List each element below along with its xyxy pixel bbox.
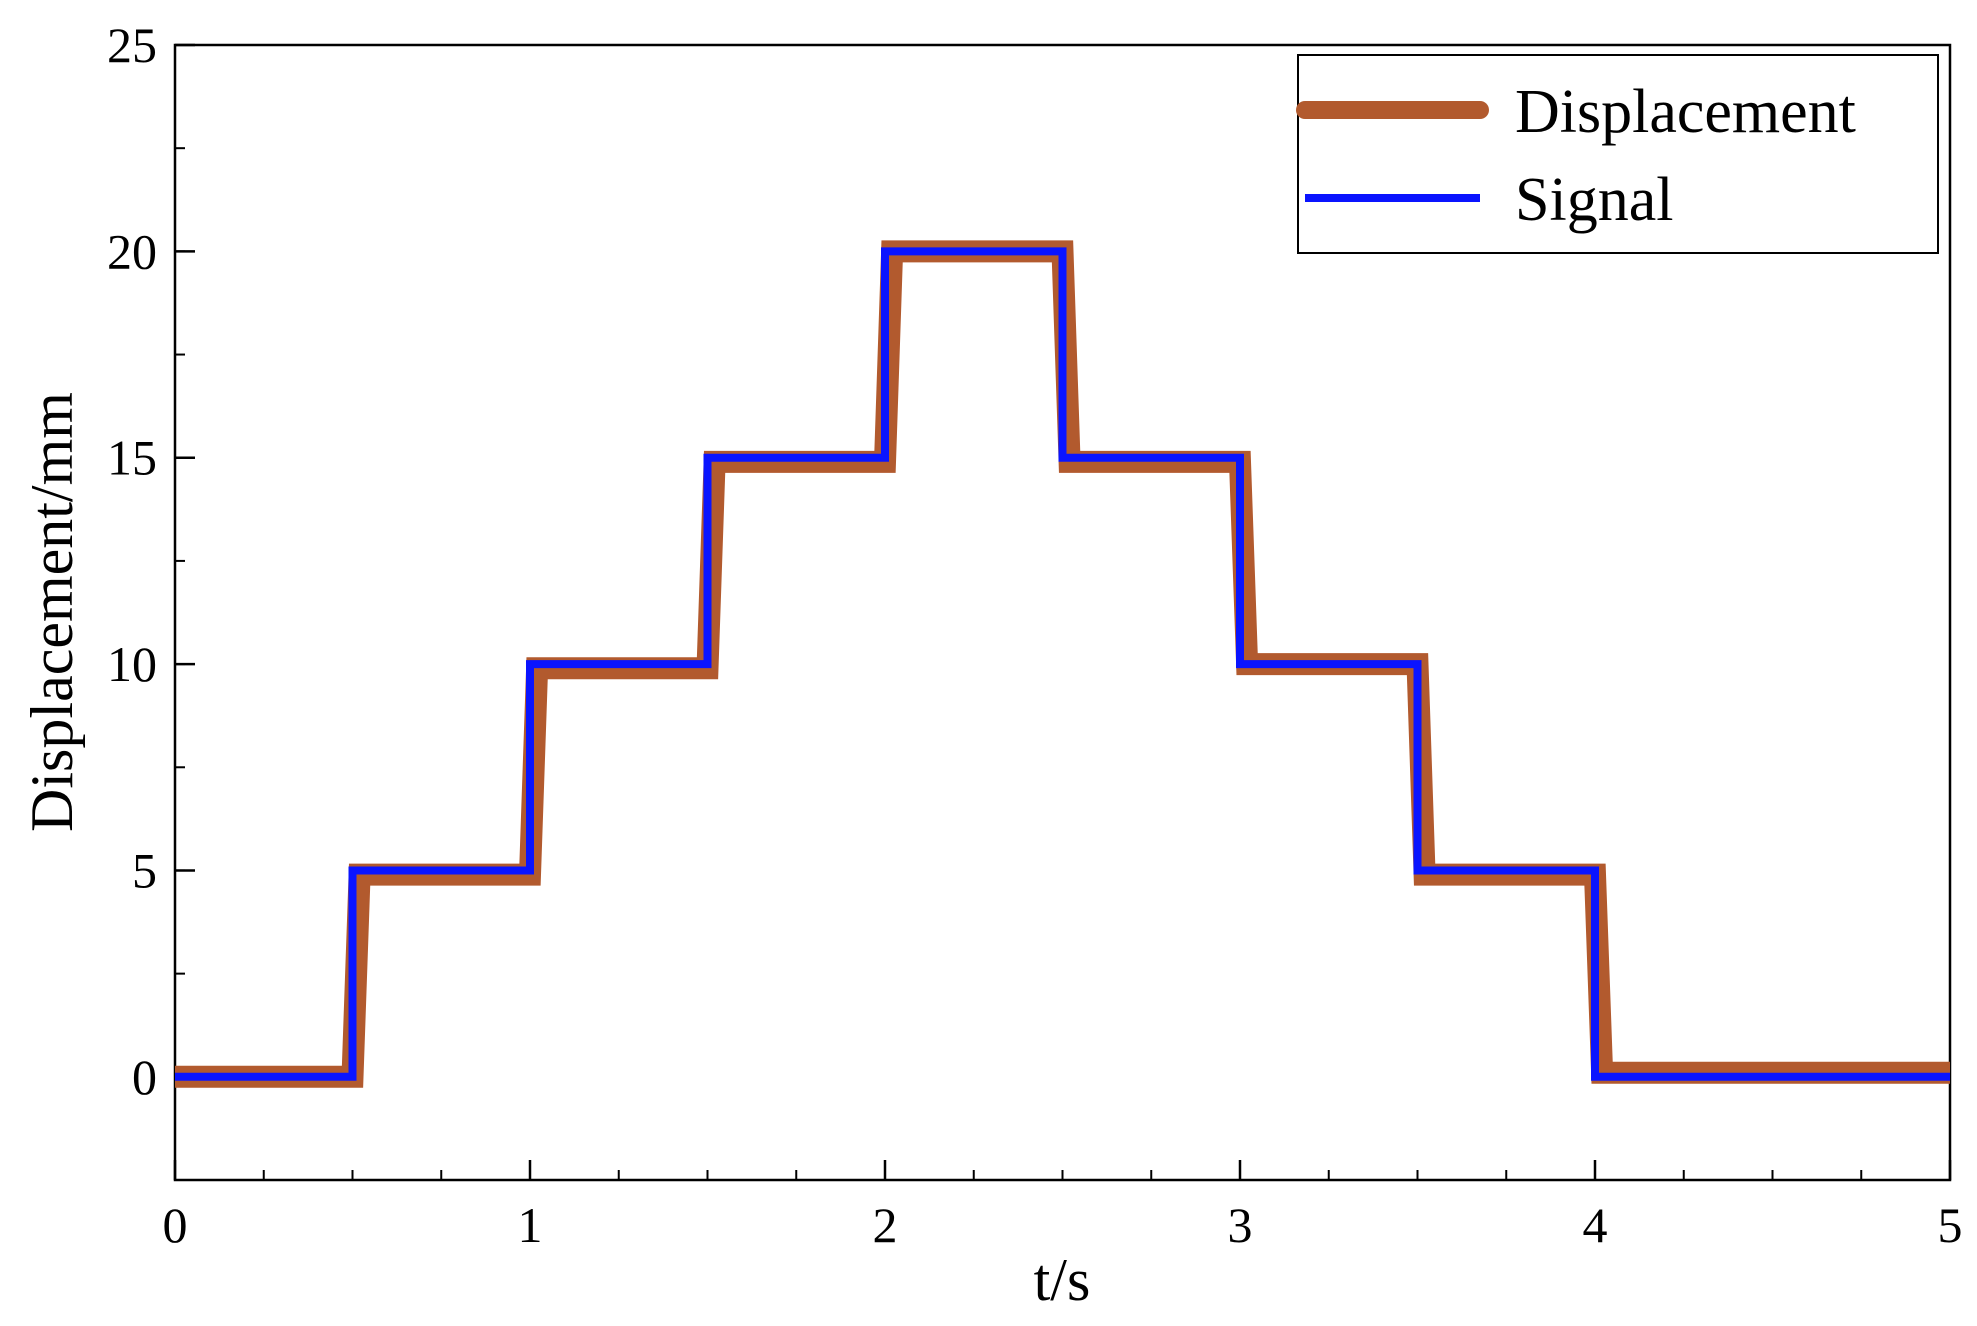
x-tick-label: 2 <box>873 1197 898 1253</box>
y-tick-label: 15 <box>107 430 157 486</box>
legend: Displacement Signal <box>1296 54 1939 254</box>
y-tick-label: 20 <box>107 223 157 279</box>
x-tick-labels: 0 1 2 3 4 5 <box>163 1197 1963 1253</box>
y-tick-label: 0 <box>132 1049 157 1105</box>
x-tick-label: 3 <box>1228 1197 1253 1253</box>
major-ticks <box>173 43 1952 1180</box>
y-axis-title: Displacement/mm <box>19 392 85 832</box>
x-tick-label: 0 <box>163 1197 188 1253</box>
x-axis-title: t/s <box>1034 1247 1091 1313</box>
series-line-signal <box>175 247 1950 1081</box>
y-tick-label: 25 <box>107 17 157 73</box>
y-tick-label: 5 <box>132 842 157 898</box>
series-layer <box>175 240 1950 1088</box>
legend-box <box>1297 54 1939 254</box>
y-tick-label: 10 <box>107 636 157 692</box>
x-tick-label: 5 <box>1938 1197 1963 1253</box>
y-tick-labels: 0 5 10 15 20 25 <box>107 17 157 1105</box>
legend-label-displacement: Displacement <box>1515 78 1856 146</box>
x-tick-label: 1 <box>518 1197 543 1253</box>
x-tick-label: 4 <box>1583 1197 1608 1253</box>
legend-label-signal: Signal <box>1515 166 1673 234</box>
